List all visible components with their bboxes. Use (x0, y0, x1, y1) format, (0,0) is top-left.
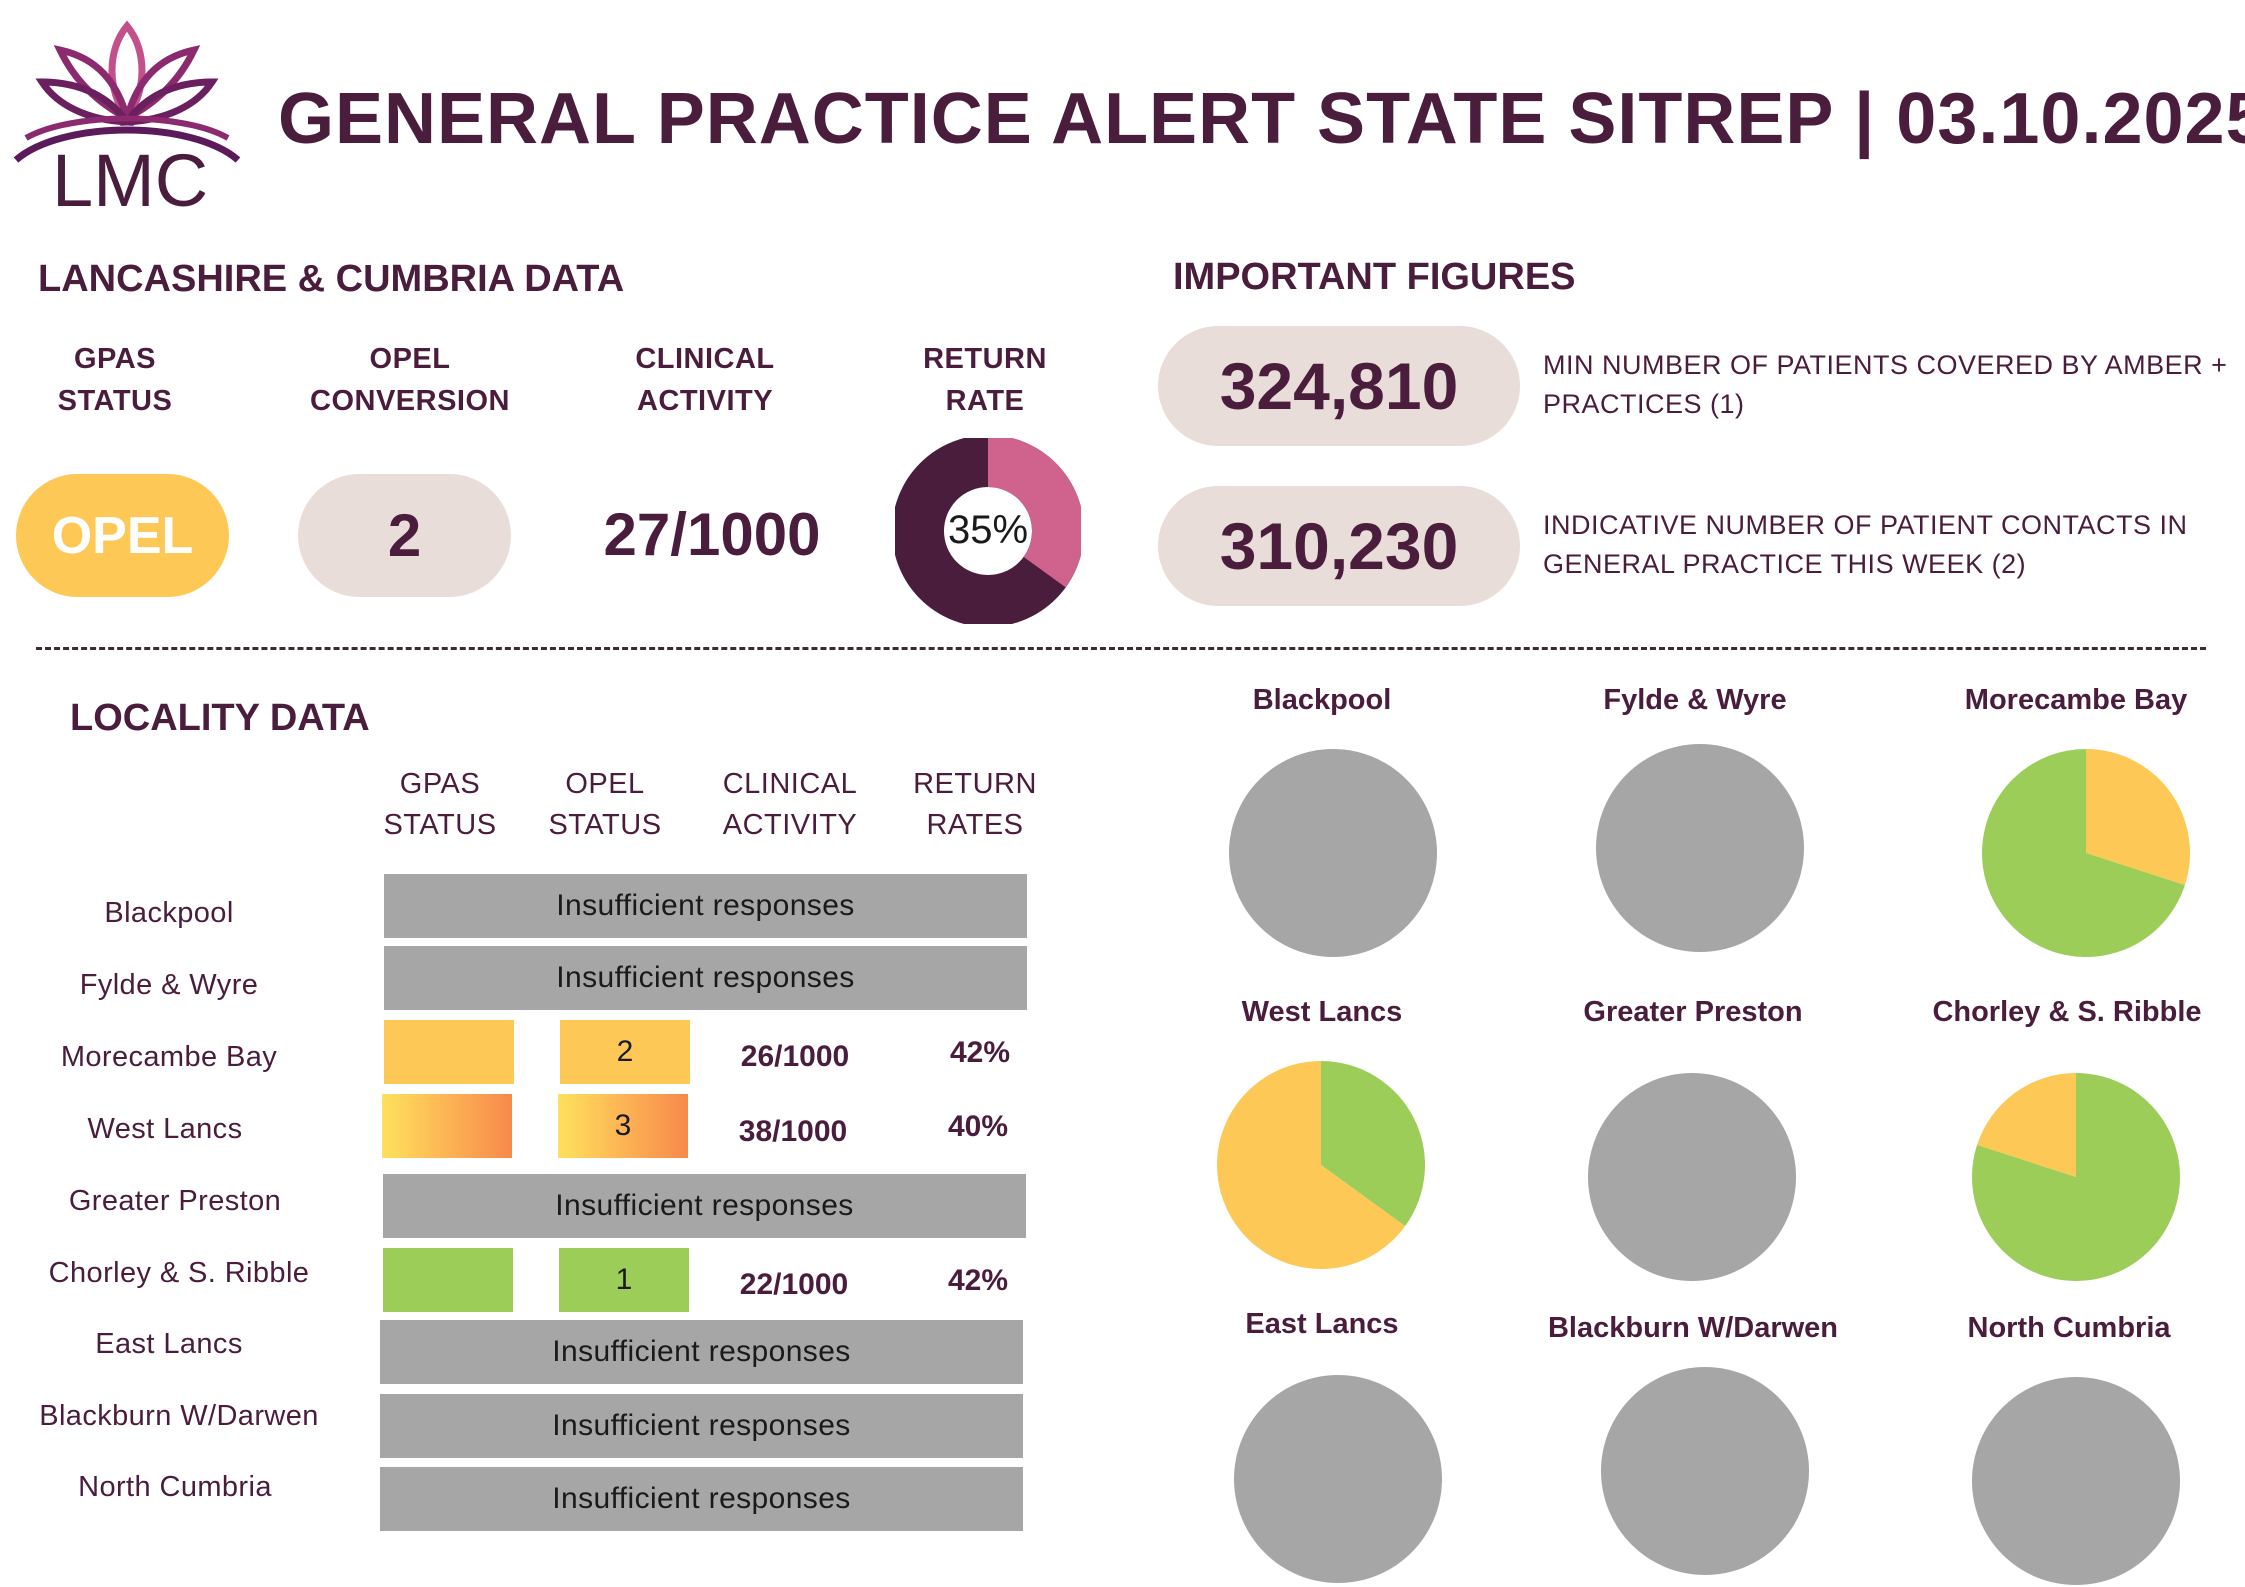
col-header-clinical: CLINICAL ACTIVITY (722, 768, 858, 841)
pie-slice-morecambe-bay-amber (2086, 749, 2190, 886)
section-divider (36, 647, 2206, 650)
pie-blackpool (1229, 749, 1437, 957)
gpas-status-header: GPAS STATUS (57, 343, 173, 417)
locality-name-north-cumbria: North Cumbria (78, 1471, 272, 1503)
page-title: GENERAL PRACTICE ALERT STATE SITREP | 03… (278, 79, 2245, 159)
insufficient-bar-fylde-wyre: Insufficient responses (384, 946, 1027, 1010)
pie-no-data-north-cumbria (1972, 1377, 2180, 1585)
pie-greater-preston (1588, 1073, 1796, 1281)
lmc-logo: LMC (12, 20, 242, 222)
clinical-value-west-lancs: 38/1000 (738, 1115, 848, 1148)
return-rate-donut: 35% (892, 435, 1084, 627)
pie-title-greater-preston: Greater Preston (1583, 996, 1803, 1028)
col-header-return: RETURN RATES (913, 768, 1037, 841)
insufficient-bar-greater-preston: Insufficient responses (383, 1174, 1026, 1238)
return-value-chorley-s-ribble: 42% (947, 1264, 1009, 1297)
gpas-cell-chorley-s-ribble (383, 1248, 513, 1312)
pie-slice-chorley-s-ribble-amber (1977, 1073, 2076, 1177)
insufficient-bar-blackburn-w-darwen: Insufficient responses (380, 1394, 1023, 1458)
opel-cell-chorley-s-ribble: 1 (559, 1248, 689, 1312)
pie-title-chorley-s-ribble: Chorley & S. Ribble (1932, 996, 2202, 1028)
pie-no-data-fylde-wyre (1596, 744, 1804, 952)
pie-no-data-east-lancs (1234, 1375, 1442, 1583)
pie-fylde-wyre (1596, 744, 1804, 952)
pie-east-lancs (1234, 1375, 1442, 1583)
pie-title-blackpool: Blackpool (1252, 684, 1392, 716)
pie-west-lancs (1217, 1061, 1425, 1269)
pie-title-fylde-wyre: Fylde & Wyre (1603, 684, 1787, 716)
clinical-activity-header: CLINICAL ACTIVITY (635, 343, 775, 417)
figure-desc-2: INDICATIVE NUMBER OF PATIENT CONTACTS IN… (1543, 510, 2188, 579)
pie-no-data-blackpool (1229, 749, 1437, 957)
insufficient-bar-blackpool: Insufficient responses (384, 874, 1027, 938)
gpas-cell-morecambe-bay (384, 1020, 514, 1084)
return-value-west-lancs: 40% (947, 1110, 1009, 1143)
figure-pill-1: 324,810 (1158, 326, 1520, 446)
pie-chorley-s-ribble (1972, 1073, 2180, 1281)
region-section-title: LANCASHIRE & CUMBRIA DATA (38, 258, 625, 300)
pie-blackburn-w-darwen (1601, 1367, 1809, 1575)
locality-name-blackpool: Blackpool (104, 897, 234, 929)
pie-slice-west-lancs-green (1321, 1061, 1425, 1227)
pie-title-blackburn-w-darwen: Blackburn W/Darwen (1547, 1312, 1839, 1344)
gpas-status-pill: OPEL (16, 474, 229, 597)
opel-conversion-pill: 2 (298, 474, 511, 597)
opel-cell-morecambe-bay: 2 (560, 1020, 690, 1084)
return-rate-value: 35% (947, 508, 1029, 552)
lotus-icon (13, 20, 241, 163)
col-header-opel: OPEL STATUS (548, 768, 662, 841)
figure-pill-2: 310,230 (1158, 486, 1520, 606)
return-value-morecambe-bay: 42% (949, 1036, 1011, 1069)
pie-no-data-greater-preston (1588, 1073, 1796, 1281)
locality-name-morecambe-bay: Morecambe Bay (60, 1041, 278, 1073)
figure-desc-1: MIN NUMBER OF PATIENTS COVERED BY AMBER … (1543, 350, 2228, 419)
locality-name-fylde-wyre: Fylde & Wyre (79, 969, 259, 1001)
locality-name-greater-preston: Greater Preston (68, 1185, 282, 1217)
gpas-cell-west-lancs (382, 1094, 512, 1158)
pie-no-data-blackburn-w-darwen (1601, 1367, 1809, 1575)
pie-title-east-lancs: East Lancs (1245, 1308, 1399, 1340)
clinical-value-morecambe-bay: 26/1000 (740, 1040, 850, 1073)
pie-title-north-cumbria: North Cumbria (1967, 1312, 2171, 1344)
locality-name-east-lancs: East Lancs (95, 1328, 243, 1360)
clinical-activity-value: 27/1000 (603, 501, 821, 568)
locality-name-blackburn-w-darwen: Blackburn W/Darwen (39, 1400, 319, 1432)
pie-slice-west-lancs-amber (1217, 1061, 1406, 1269)
locality-name-west-lancs: West Lancs (87, 1113, 243, 1145)
return-rate-header: RETURN RATE (923, 343, 1047, 417)
locality-section-title: LOCALITY DATA (70, 697, 370, 739)
insufficient-bar-north-cumbria: Insufficient responses (380, 1467, 1023, 1531)
insufficient-bar-east-lancs: Insufficient responses (380, 1320, 1023, 1384)
col-header-gpas: GPAS STATUS (383, 768, 497, 841)
pie-title-west-lancs: West Lancs (1241, 996, 1403, 1028)
pie-north-cumbria (1972, 1377, 2180, 1585)
pie-slice-morecambe-bay-green (1982, 749, 2185, 957)
logo-text: LMC (52, 139, 209, 222)
opel-cell-west-lancs: 3 (558, 1094, 688, 1158)
clinical-value-chorley-s-ribble: 22/1000 (739, 1268, 849, 1301)
locality-name-chorley-s-ribble: Chorley & S. Ribble (48, 1257, 310, 1289)
pie-morecambe-bay (1982, 749, 2190, 957)
figures-section-title: IMPORTANT FIGURES (1173, 256, 1576, 298)
pie-title-morecambe-bay: Morecambe Bay (1964, 684, 2188, 716)
opel-conversion-header: OPEL CONVERSION (310, 343, 510, 417)
